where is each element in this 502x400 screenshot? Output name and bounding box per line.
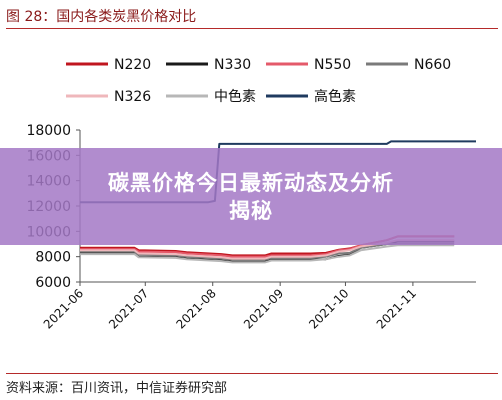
series-line-3 [80,243,455,261]
x-tick-label: 2021-06 [41,286,86,331]
x-tick-label: 2021-10 [306,286,351,331]
banner-title: 碳黑价格今日最新动态及分析 [108,170,394,195]
y-tick-label: 6000 [35,275,71,291]
x-tick-label: 2021-08 [173,286,218,331]
x-tick-label: 2021-07 [106,286,151,331]
legend-label: 高色素 [314,88,356,105]
top-rule [6,28,498,29]
legend-label: 中色素 [214,88,256,105]
legend-label: N326 [114,89,151,105]
bottom-rule [6,373,498,374]
overlay-banner: 碳黑价格今日最新动态及分析 揭秘 [0,148,502,245]
legend-label: N220 [114,57,151,73]
source-note: 资料来源：百川资讯，中信证券研究部 [6,381,228,396]
x-tick-label: 2021-11 [374,286,419,331]
legend-label: N330 [214,57,251,73]
figure-title: 图 28：国内各类炭黑价格对比 [6,9,197,25]
y-tick-label: 8000 [35,250,71,266]
series-line-5 [80,244,455,264]
x-tick-label: 2021-09 [241,286,286,331]
legend-label: N660 [414,57,451,73]
series-line-4 [80,239,455,260]
y-tick-label: 18000 [26,123,71,139]
banner-subtitle: 揭秘 [229,198,273,223]
legend-label: N550 [314,57,351,73]
